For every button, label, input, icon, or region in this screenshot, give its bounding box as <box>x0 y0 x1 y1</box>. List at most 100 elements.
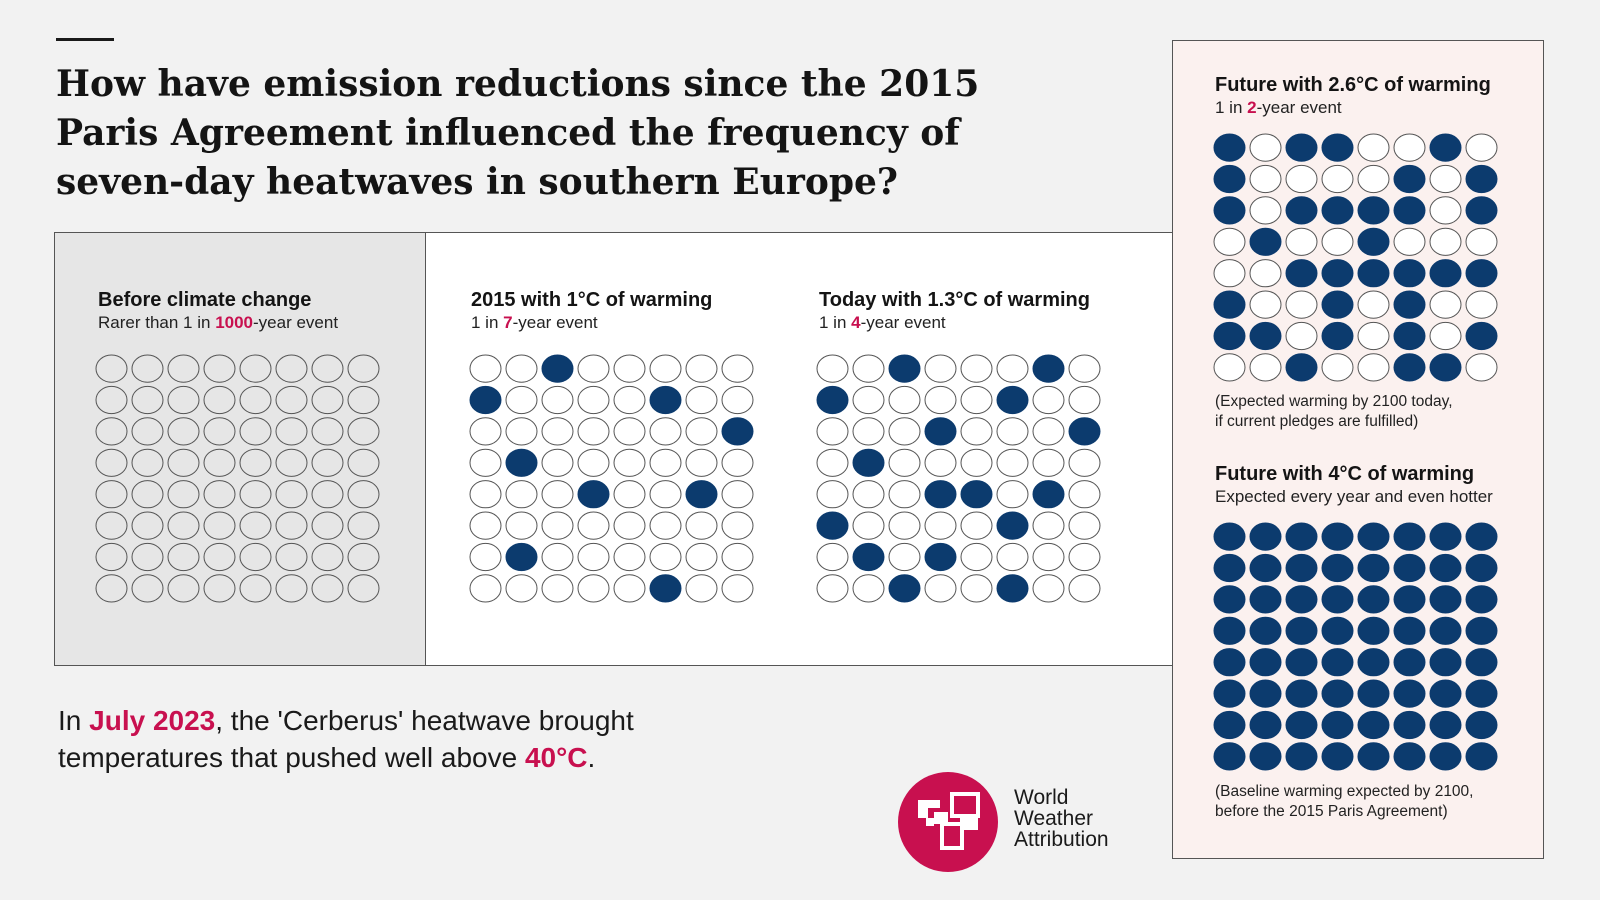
year-dot-heatwave <box>996 511 1029 540</box>
year-dot-empty <box>1357 353 1390 382</box>
year-dot-empty <box>1285 290 1318 319</box>
year-dot-empty <box>347 354 380 383</box>
year-dot-empty <box>852 417 885 446</box>
year-dot-empty <box>577 542 610 572</box>
year-dot-empty <box>1285 321 1318 351</box>
year-dot-heatwave <box>1465 710 1498 740</box>
block-title: Future with 4°C of warming <box>1215 463 1475 485</box>
year-dot-heatwave <box>1393 321 1426 351</box>
year-dot-heatwave <box>888 354 921 383</box>
year-dot-heatwave <box>1393 522 1426 551</box>
year-dot-empty <box>311 480 344 509</box>
year-dot-empty <box>1285 227 1318 256</box>
year-dot-heatwave <box>577 480 610 509</box>
year-dot-empty <box>996 480 1029 509</box>
year-dot-empty <box>888 511 921 540</box>
year-dot-empty <box>311 417 344 446</box>
year-dot-empty <box>275 542 308 572</box>
year-dot-empty <box>275 511 308 540</box>
year-dot-heatwave <box>1068 417 1101 446</box>
year-dot-heatwave <box>1357 616 1390 645</box>
year-dot-heatwave <box>1393 353 1426 382</box>
year-dot-empty <box>505 574 538 603</box>
year-dot-empty <box>649 511 682 540</box>
year-dot-empty <box>167 448 200 477</box>
year-dot-heatwave <box>1393 259 1426 288</box>
year-dot-empty <box>685 448 718 477</box>
year-dot-heatwave <box>960 480 993 509</box>
year-dot-empty <box>469 417 502 446</box>
year-dot-empty <box>721 354 754 383</box>
year-dot-empty <box>1032 417 1065 446</box>
year-dot-empty <box>1068 354 1101 383</box>
year-dot-empty <box>239 480 272 509</box>
year-dot-heatwave <box>1393 290 1426 319</box>
year-dot-empty <box>95 542 128 572</box>
year-dot-empty <box>1213 259 1246 288</box>
year-dot-empty <box>960 542 993 572</box>
year-dot-empty <box>960 574 993 603</box>
year-dot-heatwave <box>1213 290 1246 319</box>
year-dot-empty <box>649 417 682 446</box>
year-dot-empty <box>275 574 308 603</box>
year-dot-empty <box>924 385 957 415</box>
waffle-svg <box>1213 522 1498 771</box>
year-dot-empty <box>1357 133 1390 162</box>
year-dot-heatwave <box>1321 553 1354 583</box>
year-dot-heatwave <box>1321 196 1354 225</box>
year-dot-heatwave <box>685 480 718 509</box>
year-dot-empty <box>888 542 921 572</box>
year-dot-heatwave <box>1285 553 1318 583</box>
year-dot-empty <box>203 574 236 603</box>
year-dot-empty <box>167 417 200 446</box>
year-dot-empty <box>203 417 236 446</box>
year-dot-empty <box>347 542 380 572</box>
waffle-svg <box>816 354 1101 603</box>
year-dot-empty <box>685 417 718 446</box>
year-dot-empty <box>347 448 380 477</box>
year-dot-empty <box>649 542 682 572</box>
year-dot-heatwave <box>1465 553 1498 583</box>
year-dot-empty <box>347 574 380 603</box>
year-dot-heatwave <box>1285 616 1318 645</box>
year-dot-empty <box>960 385 993 415</box>
year-dot-heatwave <box>1285 353 1318 382</box>
year-dot-heatwave <box>649 385 682 415</box>
year-dot-heatwave <box>1429 259 1462 288</box>
block-2015: 2015 with 1°C of warming 1 in 7-year eve… <box>471 288 712 334</box>
year-dot-empty <box>577 354 610 383</box>
year-dot-empty <box>311 448 344 477</box>
year-dot-empty <box>1249 353 1282 382</box>
year-dot-empty <box>1285 164 1318 194</box>
year-dot-empty <box>852 511 885 540</box>
year-dot-empty <box>95 417 128 446</box>
year-dot-heatwave <box>1357 679 1390 708</box>
year-dot-empty <box>613 354 646 383</box>
year-dot-empty <box>996 417 1029 446</box>
year-dot-empty <box>1429 164 1462 194</box>
year-dot-empty <box>275 448 308 477</box>
year-dot-empty <box>577 385 610 415</box>
year-dot-empty <box>721 480 754 509</box>
year-dot-empty <box>721 574 754 603</box>
year-dot-heatwave <box>1357 196 1390 225</box>
year-dot-heatwave <box>1213 522 1246 551</box>
year-dot-empty <box>649 480 682 509</box>
year-dot-empty <box>95 480 128 509</box>
year-dot-heatwave <box>1429 553 1462 583</box>
year-dot-heatwave <box>1213 616 1246 645</box>
year-dot-empty <box>311 385 344 415</box>
year-dot-heatwave <box>1465 679 1498 708</box>
year-dot-heatwave <box>1321 710 1354 740</box>
year-dot-heatwave <box>1357 227 1390 256</box>
year-dot-heatwave <box>996 385 1029 415</box>
year-dot-empty <box>469 511 502 540</box>
year-dot-heatwave <box>1357 742 1390 771</box>
year-dot-heatwave <box>852 448 885 477</box>
note-future-4: (Baseline warming expected by 2100, befor… <box>1215 783 1474 820</box>
year-dot-empty <box>613 385 646 415</box>
year-dot-heatwave <box>541 354 574 383</box>
year-dot-empty <box>541 542 574 572</box>
year-dot-empty <box>239 574 272 603</box>
year-dot-heatwave <box>1393 742 1426 771</box>
